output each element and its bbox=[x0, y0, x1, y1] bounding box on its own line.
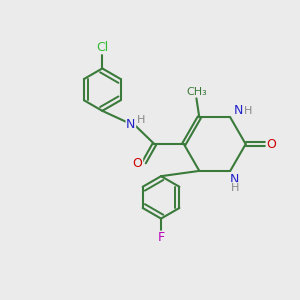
Text: H: H bbox=[230, 183, 239, 193]
Text: Cl: Cl bbox=[96, 41, 108, 54]
Text: H: H bbox=[244, 106, 252, 116]
Text: CH₃: CH₃ bbox=[186, 87, 207, 97]
Text: O: O bbox=[133, 157, 142, 170]
Text: N: N bbox=[230, 172, 239, 186]
Text: N: N bbox=[234, 104, 243, 117]
Text: O: O bbox=[266, 138, 276, 151]
Text: H: H bbox=[137, 115, 146, 125]
Text: N: N bbox=[126, 118, 136, 131]
Text: F: F bbox=[158, 231, 165, 244]
